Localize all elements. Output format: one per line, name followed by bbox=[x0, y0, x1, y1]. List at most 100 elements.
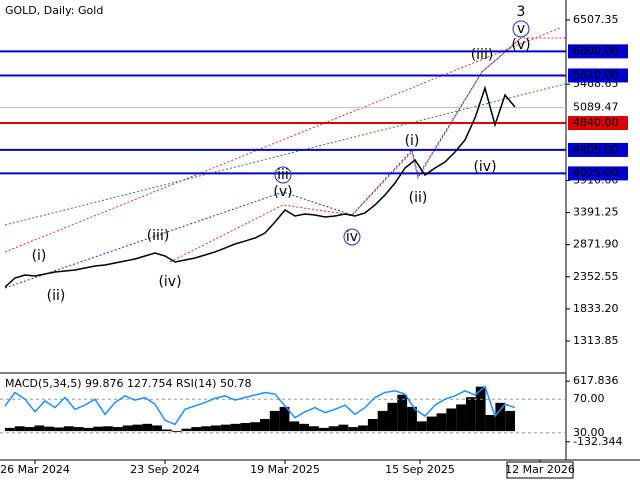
macd-bar bbox=[103, 426, 113, 432]
macd-bar bbox=[54, 427, 64, 432]
macd-bar bbox=[83, 427, 94, 432]
macd-bar bbox=[24, 427, 35, 432]
level-label: 5610.00 bbox=[573, 68, 619, 81]
macd-bar bbox=[250, 422, 260, 432]
y-tick-label: 6507.35 bbox=[573, 13, 619, 26]
macd-bar bbox=[485, 414, 496, 432]
macd-bar bbox=[436, 413, 447, 432]
level-label-box bbox=[568, 142, 628, 157]
macd-bar bbox=[338, 424, 349, 432]
macd-bar bbox=[416, 421, 427, 432]
level-label-box bbox=[568, 116, 628, 131]
wave-label: (ii) bbox=[47, 288, 66, 304]
wave-label: (ii) bbox=[409, 190, 428, 206]
y-tick-label: -132.344 bbox=[573, 435, 622, 448]
level-label-box bbox=[568, 44, 628, 59]
y-tick-label: 1313.85 bbox=[573, 334, 619, 347]
wave-label: (iv) bbox=[158, 274, 181, 290]
macd-bar bbox=[456, 404, 466, 432]
macd-bar bbox=[230, 423, 241, 432]
level-label: 4025.00 bbox=[573, 166, 619, 179]
wave-label: (iii) bbox=[147, 228, 170, 244]
macd-bar bbox=[348, 427, 359, 432]
macd-bar bbox=[387, 402, 398, 432]
macd-bar bbox=[495, 402, 506, 432]
macd-bar bbox=[191, 427, 202, 432]
wave-label: (v) bbox=[273, 184, 292, 200]
level-label: 4840.00 bbox=[573, 116, 619, 129]
wave-label: (i) bbox=[405, 133, 420, 149]
macd-bar bbox=[446, 408, 457, 432]
macd-bar bbox=[93, 426, 104, 432]
wave-path bbox=[169, 37, 566, 263]
macd-bar bbox=[260, 418, 270, 432]
macd-bar bbox=[181, 428, 192, 432]
x-tick-label: 23 Sep 2024 bbox=[130, 463, 200, 476]
level-label-box bbox=[568, 68, 628, 83]
macd-bar bbox=[358, 425, 368, 432]
wave-label: (i) bbox=[32, 248, 47, 264]
level-label: 4405.00 bbox=[573, 143, 619, 156]
macd-bar bbox=[279, 406, 290, 432]
wave-circle bbox=[512, 20, 530, 38]
wave-label: (iii) bbox=[471, 47, 494, 63]
x-tick-label: 26 Mar 2024 bbox=[0, 463, 70, 476]
macd-bar bbox=[201, 426, 211, 432]
macd-bar bbox=[328, 426, 339, 432]
y-tick-label: 617.836 bbox=[573, 374, 619, 387]
price-line bbox=[4, 85, 516, 288]
wave-label: v bbox=[517, 21, 525, 37]
y-tick-label: 3391.25 bbox=[573, 206, 619, 219]
macd-bar bbox=[73, 427, 84, 432]
level-label: 6000.00 bbox=[573, 44, 619, 57]
macd-bar bbox=[122, 425, 133, 432]
macd-bar bbox=[132, 424, 143, 432]
macd-bar bbox=[377, 410, 388, 432]
macd-bar bbox=[5, 427, 15, 432]
macd-bar bbox=[44, 426, 55, 432]
current-price-label: 5089.47 bbox=[573, 101, 619, 114]
y-tick-label: 2352.55 bbox=[573, 270, 619, 283]
macd-bar bbox=[475, 386, 486, 432]
macd-bar bbox=[367, 418, 378, 432]
macd-bar bbox=[161, 429, 172, 432]
macd-bar bbox=[426, 416, 437, 432]
x-tick-label: 19 Mar 2025 bbox=[250, 463, 320, 476]
macd-bar bbox=[112, 427, 123, 432]
macd-bar bbox=[240, 423, 251, 432]
macd-bar bbox=[14, 426, 25, 432]
macd-bar bbox=[318, 427, 329, 432]
macd-bar bbox=[299, 423, 310, 432]
macd-bar bbox=[407, 406, 417, 432]
x-tick-label: 12 Mar 2026 bbox=[505, 463, 575, 476]
chart-title: GOLD, Daily: Gold bbox=[5, 4, 103, 17]
macd-bar bbox=[289, 421, 300, 432]
macd-bar bbox=[269, 410, 280, 432]
wave-label: (v) bbox=[511, 37, 530, 53]
wave-label: iii bbox=[277, 167, 289, 183]
rsi-line bbox=[4, 385, 516, 426]
macd-bar bbox=[220, 424, 231, 432]
wave-circle bbox=[274, 166, 292, 184]
macd-bar bbox=[152, 425, 162, 432]
y-tick-label: 70.00 bbox=[573, 392, 605, 405]
macd-bar bbox=[142, 423, 153, 432]
y-tick-label: 30.00 bbox=[573, 426, 605, 439]
x-label-box bbox=[506, 461, 574, 479]
wave-label: (iv) bbox=[473, 159, 496, 175]
macd-bar bbox=[505, 410, 515, 432]
macd-bar bbox=[210, 425, 221, 432]
macd-bar bbox=[397, 394, 408, 432]
macd-bar bbox=[63, 426, 74, 432]
indicator-title: MACD(5,34,5) 99.876 127.754 RSI(14) 50.7… bbox=[5, 377, 251, 390]
wave-circle bbox=[343, 228, 361, 246]
wave-label: iv bbox=[346, 229, 358, 245]
macd-bar bbox=[465, 397, 476, 432]
x-tick-label: 15 Sep 2025 bbox=[385, 463, 455, 476]
level-label-box bbox=[568, 166, 628, 181]
macd-bar bbox=[34, 425, 45, 432]
macd-bar bbox=[309, 426, 319, 432]
macd-bar bbox=[171, 431, 182, 432]
